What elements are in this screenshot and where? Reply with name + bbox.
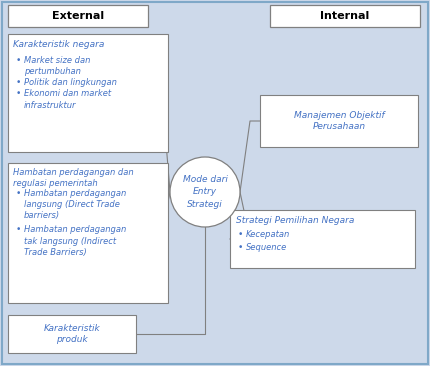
FancyBboxPatch shape [8,5,148,27]
Text: •: • [16,90,22,98]
FancyBboxPatch shape [2,2,428,364]
Text: Manajemen Objektif
Perusahaan: Manajemen Objektif Perusahaan [294,111,384,131]
Text: •: • [16,56,22,65]
Text: •: • [238,230,243,239]
FancyBboxPatch shape [8,315,136,353]
Text: External: External [52,11,104,21]
Text: •: • [16,189,22,198]
FancyBboxPatch shape [8,34,168,152]
Text: Karakteristik negara: Karakteristik negara [13,40,104,49]
Text: Politik dan lingkungan: Politik dan lingkungan [24,78,117,87]
FancyBboxPatch shape [260,95,418,147]
Text: Sequence: Sequence [246,243,287,252]
FancyBboxPatch shape [8,163,168,303]
Text: Mode dari
Entry
Strategi: Mode dari Entry Strategi [183,175,227,209]
Circle shape [170,157,240,227]
Text: Hambatan perdagangan
langsung (Direct Trade
barriers): Hambatan perdagangan langsung (Direct Tr… [24,189,126,220]
Text: Kecepatan: Kecepatan [246,230,290,239]
Text: Internal: Internal [320,11,370,21]
Text: •: • [16,78,22,87]
Text: •: • [238,243,243,252]
Text: Karakteristik
produk: Karakteristik produk [43,324,100,344]
Text: Market size dan
pertumbuhan: Market size dan pertumbuhan [24,56,90,76]
FancyBboxPatch shape [230,210,415,268]
Text: Ekonomi dan market
infrastruktur: Ekonomi dan market infrastruktur [24,90,111,109]
FancyBboxPatch shape [270,5,420,27]
Text: •: • [16,225,22,235]
Text: Hambatan perdagangan dan
regulasi pemerintah: Hambatan perdagangan dan regulasi pemeri… [13,168,134,188]
Text: Hambatan perdagangan
tak langsung (Indirect
Trade Barriers): Hambatan perdagangan tak langsung (Indir… [24,225,126,257]
Text: Strategi Pemilihan Negara: Strategi Pemilihan Negara [236,216,354,225]
